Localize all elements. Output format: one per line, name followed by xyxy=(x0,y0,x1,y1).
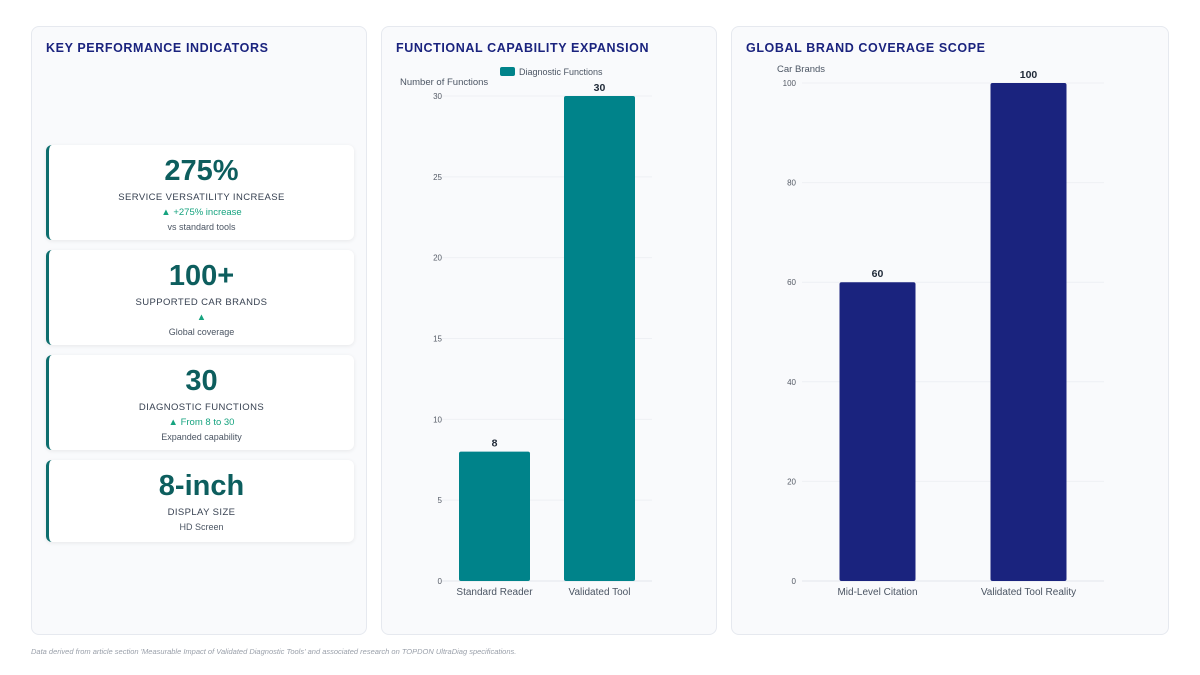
x-tick-label: Mid-Level Citation xyxy=(837,587,917,598)
footnote: Data derived from article section 'Measu… xyxy=(31,647,517,656)
y-tick-label: 80 xyxy=(787,179,796,188)
kpi-panel-title: KEY PERFORMANCE INDICATORS xyxy=(46,41,269,55)
bar-2 xyxy=(990,83,1067,581)
bar-2 xyxy=(564,96,635,581)
kpi-value: 8-inch xyxy=(158,470,245,502)
kpi-sub: Global coverage xyxy=(168,327,235,337)
kpi-label: SUPPORTED CAR BRANDS xyxy=(135,297,268,308)
brands-chart-title: GLOBAL BRAND COVERAGE SCOPE xyxy=(746,41,986,55)
kpi-trend: ▲ xyxy=(196,312,207,323)
y-tick-label: 0 xyxy=(792,577,797,586)
y-axis-label: Number of Functions xyxy=(400,77,488,88)
y-tick-label: 20 xyxy=(787,477,796,486)
data-label: 8 xyxy=(492,438,498,450)
kpi-label: DIAGNOSTIC FUNCTIONS xyxy=(138,402,265,413)
functions-bar-chart: 0 5 10 15 20 25 30 Number of Functions Diagnosti… xyxy=(400,67,652,598)
kpi-label: DISPLAY SIZE xyxy=(167,507,236,518)
kpi-value: 275% xyxy=(164,155,239,187)
kpi-value: 100+ xyxy=(168,260,235,292)
bar-1 xyxy=(459,451,530,581)
x-tick-label: Validated Tool Reality xyxy=(981,587,1076,598)
y-tick-label: 15 xyxy=(433,335,442,344)
y-tick-label: 25 xyxy=(433,173,442,182)
kpi-card-brands: 100+ SUPPORTED CAR BRANDS ▲ Global cover… xyxy=(46,250,354,345)
functions-chart-panel: FUNCTIONAL CAPABILITY EXPANSION 0 5 10 15 20… xyxy=(381,26,717,635)
kpi-sub: Expanded capability xyxy=(161,432,242,442)
brands-bar-chart: 0 20 40 60 80 100 Car Brands 60 Mid-Level Citati… xyxy=(777,64,1104,598)
x-tick-label: Standard Reader xyxy=(456,587,533,598)
y-tick-label: 100 xyxy=(783,79,797,88)
bar-1 xyxy=(839,282,916,581)
y-tick-label: 40 xyxy=(787,378,796,387)
kpi-panel: KEY PERFORMANCE INDICATORS 275% SERVICE … xyxy=(31,26,367,635)
y-tick-label: 5 xyxy=(438,496,443,505)
data-label: 60 xyxy=(872,268,884,280)
kpi-value: 30 xyxy=(185,365,218,397)
y-tick-label: 0 xyxy=(438,577,443,586)
brands-chart-panel: GLOBAL BRAND COVERAGE SCOPE 0 20 40 60 80 100… xyxy=(731,26,1169,635)
functions-chart-title: FUNCTIONAL CAPABILITY EXPANSION xyxy=(396,41,650,55)
legend-swatch xyxy=(500,67,515,76)
kpi-card-versatility: 275% SERVICE VERSATILITY INCREASE ▲ +275… xyxy=(46,145,354,240)
legend-label: Diagnostic Functions xyxy=(519,67,603,77)
kpi-list: 275% SERVICE VERSATILITY INCREASE ▲ +275… xyxy=(46,145,354,552)
data-label: 100 xyxy=(1020,69,1038,81)
y-tick-label: 10 xyxy=(433,415,442,424)
kpi-sub: HD Screen xyxy=(179,522,224,532)
y-tick-label: 30 xyxy=(433,92,442,101)
data-label: 30 xyxy=(594,82,606,94)
kpi-trend: ▲ +275% increase xyxy=(161,207,242,218)
kpi-card-display: 8-inch DISPLAY SIZE HD Screen xyxy=(46,460,354,542)
kpi-trend: ▲ From 8 to 30 xyxy=(168,417,235,428)
y-tick-label: 60 xyxy=(787,278,796,287)
y-axis-label: Car Brands xyxy=(777,64,825,75)
x-tick-label: Validated Tool xyxy=(569,587,631,598)
kpi-sub: vs standard tools xyxy=(167,222,236,232)
kpi-label: SERVICE VERSATILITY INCREASE xyxy=(118,192,285,203)
y-tick-label: 20 xyxy=(433,254,442,263)
kpi-card-functions: 30 DIAGNOSTIC FUNCTIONS ▲ From 8 to 30 E… xyxy=(46,355,354,450)
